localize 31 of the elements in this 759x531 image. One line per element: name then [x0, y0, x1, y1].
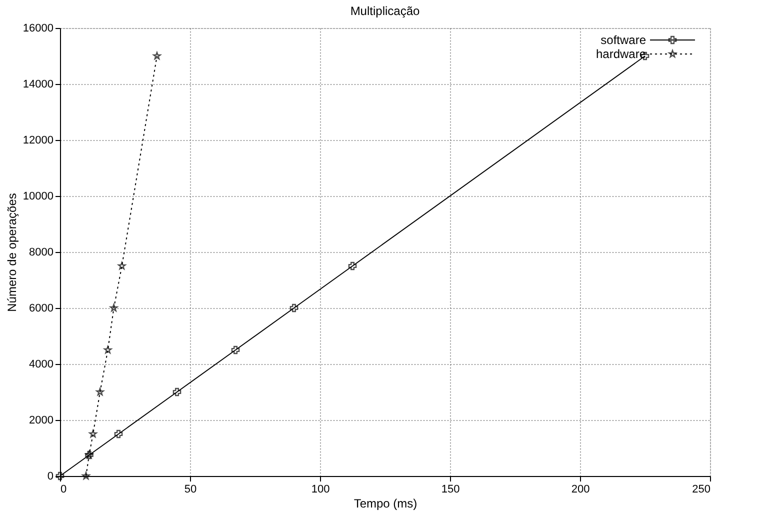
chart-title: Multiplicação — [350, 4, 420, 18]
x-tick-label: 200 — [571, 484, 590, 496]
point — [153, 52, 161, 60]
x-tick-label: 250 — [692, 484, 710, 496]
y-tick-label: 14000 — [22, 78, 54, 90]
point — [110, 304, 118, 312]
y-tick-label: 0 — [47, 470, 54, 482]
y-tick-label: 2000 — [29, 414, 54, 426]
legend-label: software — [600, 33, 646, 47]
point — [172, 388, 182, 396]
point — [104, 346, 112, 354]
point — [89, 430, 97, 438]
y-tick-label: 12000 — [22, 134, 54, 146]
y-axis-title: Número de operações — [4, 193, 19, 312]
x-axis-title: Tempo (ms) — [354, 496, 418, 510]
x-tick-label: 150 — [441, 484, 460, 496]
y-tick-label: 16000 — [22, 22, 54, 34]
x-tick-label: 100 — [311, 484, 330, 496]
point — [290, 304, 298, 312]
y-tick-label: 4000 — [29, 358, 54, 370]
point — [114, 430, 123, 438]
x-tick-label: 50 — [184, 484, 197, 496]
y-tick-label: 10000 — [22, 190, 54, 202]
point — [82, 472, 90, 480]
y-tick-label: 8000 — [29, 246, 54, 258]
x-tick-label: 0 — [60, 484, 67, 496]
point — [118, 262, 126, 270]
point — [96, 388, 104, 396]
point — [348, 262, 357, 270]
point — [231, 346, 240, 354]
y-tick-label: 6000 — [29, 302, 54, 314]
